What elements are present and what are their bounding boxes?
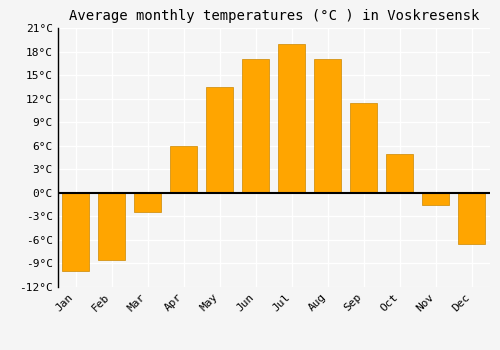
Bar <box>170 146 197 193</box>
Bar <box>386 154 413 193</box>
Bar <box>62 193 89 271</box>
Bar <box>458 193 485 244</box>
Bar <box>134 193 161 212</box>
Bar <box>242 60 269 193</box>
Bar <box>350 103 378 193</box>
Bar <box>206 87 233 193</box>
Bar <box>98 193 125 260</box>
Bar <box>314 60 342 193</box>
Bar <box>278 44 305 193</box>
Bar <box>422 193 450 205</box>
Title: Average monthly temperatures (°C ) in Voskresensk: Average monthly temperatures (°C ) in Vo… <box>68 9 479 23</box>
